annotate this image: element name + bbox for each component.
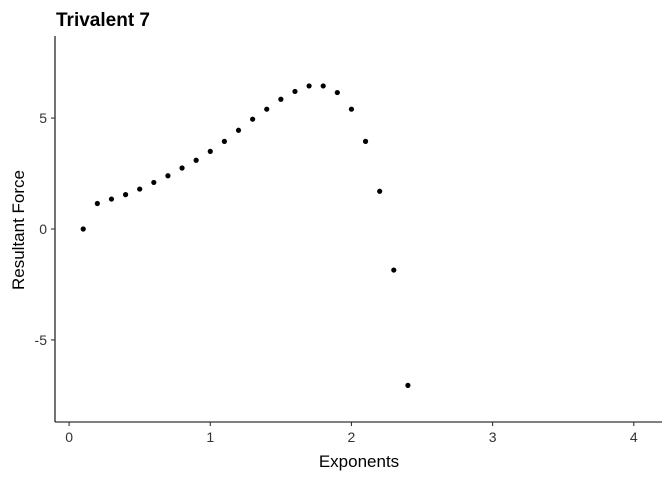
y-tick-label: -5: [35, 332, 48, 348]
data-point: [320, 83, 326, 89]
data-point: [391, 267, 397, 273]
plot-area: 0 1 2 3 4 -5 0 5: [35, 36, 662, 445]
data-point: [207, 148, 213, 154]
x-tick-label: 0: [65, 429, 73, 445]
data-point: [306, 83, 312, 89]
data-point: [122, 192, 129, 198]
x-tick-label: 4: [630, 429, 638, 445]
x-tick-label: 3: [489, 429, 497, 445]
x-axis-title: Exponents: [319, 452, 399, 471]
data-point: [193, 157, 199, 163]
data-point: [165, 173, 171, 179]
data-point: [250, 116, 256, 122]
data-point: [334, 89, 340, 96]
data-point: [137, 186, 143, 192]
x-tick-label: 1: [206, 429, 214, 445]
data-point: [94, 200, 100, 207]
data-point: [108, 196, 115, 202]
y-tick-label: 0: [39, 221, 47, 237]
data-point: [405, 382, 411, 388]
data-point: [264, 106, 270, 112]
data-points: [80, 83, 411, 388]
data-point: [377, 188, 383, 194]
data-point: [278, 96, 284, 102]
data-point: [151, 179, 157, 186]
data-point: [362, 138, 369, 144]
x-tick-label: 2: [348, 429, 356, 445]
data-point: [292, 88, 298, 95]
data-point: [80, 226, 86, 232]
y-tick-label: 5: [39, 110, 47, 126]
data-point: [235, 127, 242, 133]
data-point: [221, 138, 227, 144]
data-point: [348, 106, 355, 112]
data-point: [179, 165, 185, 171]
y-axis-ticks: -5 0 5: [35, 110, 55, 348]
y-axis-title: Resultant Force: [9, 170, 28, 290]
chart-title: Trivalent 7: [56, 10, 150, 31]
x-axis-ticks: 0 1 2 3 4: [65, 422, 638, 445]
